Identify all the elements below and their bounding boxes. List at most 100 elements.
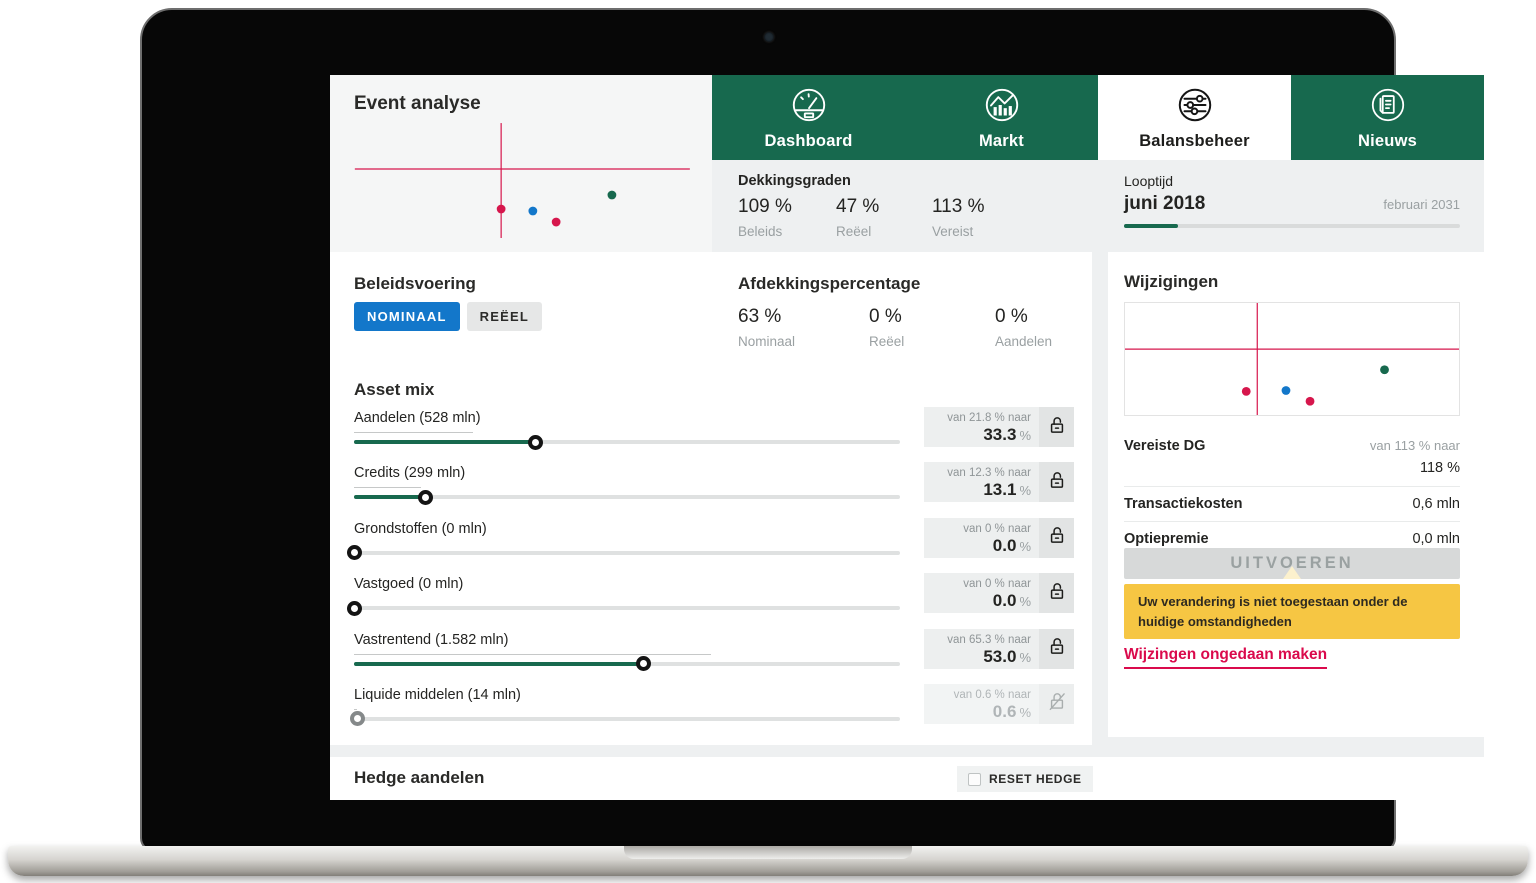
stat-reeel: 47 % Reëel (836, 196, 880, 239)
wijzigingen-title: Wijzigingen (1124, 272, 1219, 291)
change-badge: van 0 % naar 0.0% (924, 573, 1074, 614)
lock-open-icon (1047, 469, 1067, 496)
warning-caret-icon (1283, 566, 1301, 579)
slider-reference-line (354, 653, 711, 655)
vereiste-dg-naar: 118 % (1124, 460, 1460, 487)
looptijd-current: juni 2018 (1124, 193, 1206, 214)
stat-vereist: 113 % Vereist (932, 196, 985, 239)
warning-message: Uw verandering is niet toegestaan onder … (1124, 584, 1460, 639)
reset-hedge-label: RESET HEDGE (989, 772, 1082, 786)
lock-open-icon (1047, 414, 1067, 441)
sliders-icon (1174, 84, 1216, 131)
lock-open-icon (1047, 524, 1067, 551)
slider-handle[interactable] (346, 545, 362, 561)
slider-track (354, 716, 900, 721)
slider-track[interactable] (354, 661, 900, 666)
dekkingsgraden-title: Dekkingsgraden (738, 173, 851, 189)
afdekkingspercentage-title: Afdekkingspercentage (738, 274, 921, 293)
slider-reference-line (354, 487, 422, 489)
market-chart-icon (981, 84, 1023, 131)
optiepremie-row: Optiepremie 0,0 mln (1124, 531, 1460, 547)
change-badge: van 0 % naar 0.0% (924, 517, 1074, 558)
lock-button[interactable] (1039, 462, 1074, 503)
asset-mix-title: Asset mix (354, 380, 435, 399)
slider-track[interactable] (354, 495, 900, 500)
slider-row-vastrentend: Vastrentend (1.582 mln) van 65.3 % naar … (354, 628, 1074, 687)
app-screen: Event analyse Dashboard (330, 75, 1484, 800)
lock-button[interactable] (1039, 628, 1074, 669)
reset-hedge-checkbox[interactable] (968, 772, 981, 786)
lock-crossed-icon (1047, 690, 1067, 717)
reset-hedge-control[interactable]: RESET HEDGE (957, 766, 1093, 792)
tab-nieuws[interactable]: Nieuws (1291, 75, 1484, 160)
event-analyse-panel: Event analyse (330, 75, 712, 252)
tab-markt[interactable]: Markt (905, 75, 1098, 160)
stat-afdekking-reeel: 0 % Reëel (869, 306, 905, 349)
slider-handle[interactable] (635, 656, 651, 672)
transactiekosten-row: Transactiekosten 0,6 mln (1124, 487, 1460, 522)
slider-handle[interactable] (418, 489, 434, 505)
change-badge: van 0.6 % naar 0.6% (924, 683, 1074, 724)
slider-row-vastgoed: Vastgoed (0 mln) van 0 % naar 0.0% (346, 573, 1074, 631)
slider-track[interactable] (354, 606, 900, 611)
wijzigingen-chart (1124, 302, 1460, 416)
looptijd-progressbar (1124, 224, 1460, 228)
webcam-icon (764, 32, 774, 42)
balansbeheer-panel: Beleidsvoering NOMINAAL REËEL Afdekkings… (330, 252, 1092, 745)
tab-label: Dashboard (764, 132, 853, 150)
event-analyse-title: Event analyse (354, 93, 481, 114)
slider-row-credits: Credits (299 mln) van 12.3 % naar 13.1% (354, 462, 1074, 520)
vereiste-dg-label: Vereiste DG (1124, 438, 1206, 454)
slider-reference-line (354, 708, 358, 710)
slider-reference-line (354, 432, 474, 433)
tab-dashboard[interactable]: Dashboard (712, 75, 905, 160)
slider-handle[interactable] (346, 600, 362, 616)
asset-mix-sliders: Aandelen (528 mln) van 21.8 % naar 33.3% (346, 407, 1074, 742)
tab-label: Nieuws (1358, 132, 1417, 150)
hedge-section: Hedge aandelen RESET HEDGE (330, 757, 1484, 800)
laptop-base-notch (624, 846, 912, 859)
slider-track[interactable] (354, 550, 900, 555)
main-tabs: Dashboard Markt (712, 75, 1484, 160)
change-badge: van 65.3 % naar 53.0% (924, 628, 1074, 669)
tab-balansbeheer[interactable]: Balansbeheer (1098, 75, 1291, 160)
dekkingsgraden-block: Dekkingsgraden 109 % Beleids 47 % Reëel … (738, 173, 984, 239)
wijzigingen-summary: Vereiste DG van 113 % naar 118 % Transac… (1124, 438, 1460, 556)
beleidsvoering-toggle: NOMINAAL REËEL (354, 302, 542, 331)
hedge-aandelen-title: Hedge aandelen (354, 768, 485, 787)
beleidsvoering-title: Beleidsvoering (354, 274, 476, 293)
slider-row-aandelen: Aandelen (528 mln) van 21.8 % naar 33.3% (354, 407, 1074, 465)
laptop-frame: Event analyse Dashboard (140, 8, 1484, 852)
undo-changes-link[interactable]: Wijzingen ongedaan maken (1124, 646, 1328, 669)
nominaal-button[interactable]: NOMINAAL (354, 302, 460, 331)
slider-track[interactable] (354, 440, 900, 444)
slider-row-grondstoffen: Grondstoffen (0 mln) van 0 % naar 0.0% (346, 517, 1074, 576)
reeel-button[interactable]: REËEL (466, 302, 542, 331)
tab-label: Balansbeheer (1139, 132, 1250, 150)
lock-button[interactable] (1039, 407, 1074, 447)
wijzigingen-panel: Wijzigingen Vereiste DG van 113 % naar 1… (1108, 252, 1484, 737)
tab-label: Markt (978, 132, 1024, 150)
lock-button[interactable] (1039, 573, 1074, 614)
lock-button[interactable] (1039, 517, 1074, 558)
change-badge: van 21.8 % naar 33.3% (924, 407, 1074, 447)
lock-open-icon (1047, 580, 1067, 607)
slider-handle[interactable] (528, 434, 544, 450)
stat-beleids: 109 % Beleids (738, 196, 792, 239)
lock-disabled-button (1039, 683, 1074, 724)
gauge-icon (788, 84, 830, 131)
looptijd-block: Looptijd juni 2018 februari 2031 (1124, 173, 1460, 228)
change-badge: van 12.3 % naar 13.1% (924, 462, 1074, 503)
stat-afdekking-aandelen: 0 % Aandelen (995, 306, 1053, 349)
looptijd-label: Looptijd (1124, 173, 1174, 189)
stat-afdekking-nominaal: 63 % Nominaal (738, 306, 796, 349)
lock-open-icon (1047, 635, 1067, 662)
looptijd-progress-fill (1124, 224, 1178, 228)
news-icon (1367, 84, 1409, 131)
subheader: Dekkingsgraden 109 % Beleids 47 % Reëel … (712, 160, 1484, 252)
slider-row-liquide-middelen: Liquide middelen (14 mln) van 0.6 % naar… (349, 683, 1074, 742)
looptijd-end: februari 2031 (1383, 197, 1460, 212)
event-analyse-chart (354, 123, 690, 238)
vereiste-dg-van: van 113 % naar (1369, 438, 1460, 453)
slider-handle (349, 711, 365, 727)
